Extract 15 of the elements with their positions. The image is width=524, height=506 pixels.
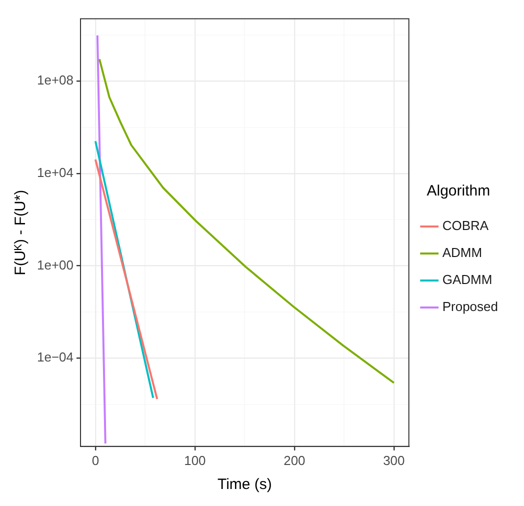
legend-label: COBRA (442, 218, 489, 234)
x-tick-label: 200 (284, 452, 306, 468)
legend-label: Proposed (442, 299, 498, 314)
y-tick-label: 1e+00 (36, 257, 74, 272)
x-tick-label: 300 (383, 452, 405, 468)
legend-label: GADMM (442, 272, 492, 288)
legend-title: Algorithm (426, 182, 490, 200)
x-tick-label: 100 (184, 452, 206, 468)
y-tick-label: 1e+08 (36, 72, 74, 88)
y-tick-label: 1e+04 (36, 165, 74, 180)
y-axis-title: F(Uᴷ) - F(U*) (12, 190, 30, 276)
x-tick-label: 0 (92, 452, 100, 468)
legend-label: ADMM (442, 245, 482, 260)
x-axis-title: Time (s) (217, 476, 272, 494)
y-tick-label: 1e−04 (36, 350, 74, 365)
